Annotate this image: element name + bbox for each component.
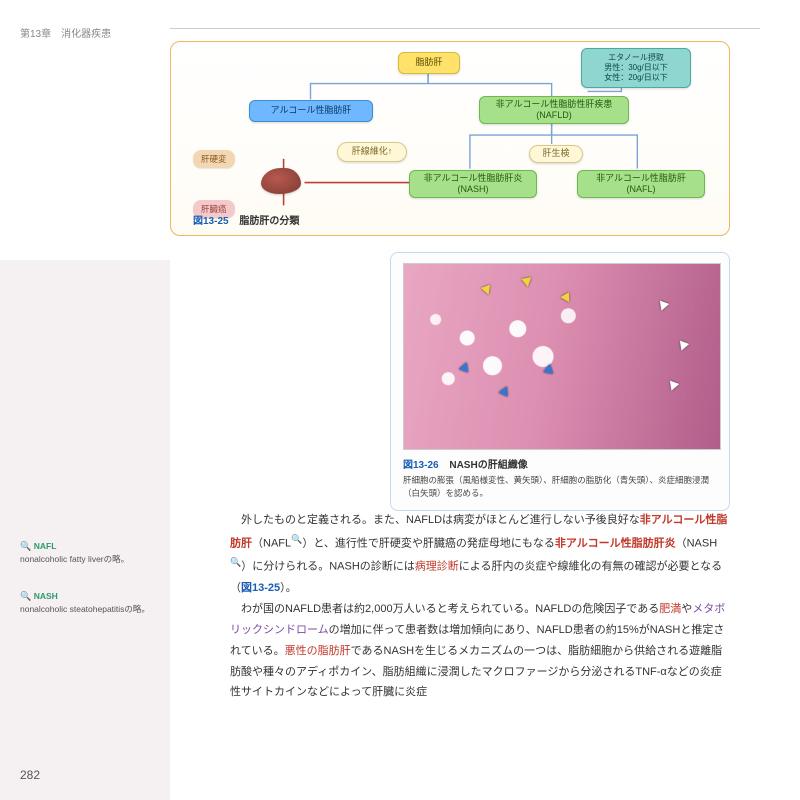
node-alcoholic: アルコール性脂肪肝 bbox=[249, 100, 373, 122]
paragraph-2: わが国のNAFLD患者は約2,000万人いると考えられている。NAFLDの危険因… bbox=[230, 599, 730, 703]
tag-cirrhosis: 肝硬変 bbox=[193, 150, 235, 168]
photo-fig-label: 図13-26 bbox=[403, 460, 439, 471]
node-fibrosis: 肝線維化↑ bbox=[337, 142, 407, 162]
node-root-label: 脂肪肝 bbox=[415, 57, 442, 68]
gloss-nash: NASH nonalcoholic steatohepatitisの略。 bbox=[20, 590, 155, 615]
liver-icon bbox=[261, 168, 301, 194]
photo-fig-title: NASHの肝組織像 bbox=[449, 460, 527, 471]
node-nash: 非アルコール性脂肪肝炎 (NASH) bbox=[409, 170, 537, 198]
photo-caption: 肝細胞の膨張（風船様変性、黄矢頭）、肝細胞の脂肪化（青矢頭）、炎症細胞浸潤（白矢… bbox=[403, 474, 717, 500]
magnifier-icon: 🔍 bbox=[230, 557, 241, 567]
node-nafl: 非アルコール性脂肪肝 (NAFL) bbox=[577, 170, 705, 198]
node-biopsy: 肝生検 bbox=[529, 145, 583, 163]
chapter-header: 第13章 消化器疾患 bbox=[20, 25, 156, 40]
header-rule bbox=[170, 28, 760, 29]
sidebar-tint bbox=[0, 260, 170, 800]
node-nafld: 非アルコール性脂肪性肝疾患 (NAFLD) bbox=[479, 96, 629, 124]
gloss-nafl: NAFL nonalcoholic fatty liverの略。 bbox=[20, 540, 155, 565]
node-root: 脂肪肝 bbox=[398, 52, 460, 74]
histology-image bbox=[403, 263, 721, 450]
node-ethanol: エタノール摂取 男性：30g/日以下 女性：20g/日以下 bbox=[581, 48, 691, 88]
flowchart-fig-title: 脂肪肝の分類 bbox=[239, 216, 299, 227]
magnifier-icon: 🔍 bbox=[291, 534, 302, 544]
flowchart-panel: 脂肪肝 エタノール摂取 男性：30g/日以下 女性：20g/日以下 アルコール性… bbox=[170, 41, 730, 236]
photo-panel: 図13-26 NASHの肝組織像 肝細胞の膨張（風船様変性、黄矢頭）、肝細胞の脂… bbox=[390, 252, 730, 511]
flowchart-fig-label: 図13-25 bbox=[193, 216, 229, 227]
body-text: 外したものと定義される。また、NAFLDは病変がほとんど進行しない予後良好な非ア… bbox=[230, 510, 730, 703]
paragraph-1: 外したものと定義される。また、NAFLDは病変がほとんど進行しない予後良好な非ア… bbox=[230, 510, 730, 599]
page-number: 282 bbox=[20, 768, 40, 782]
